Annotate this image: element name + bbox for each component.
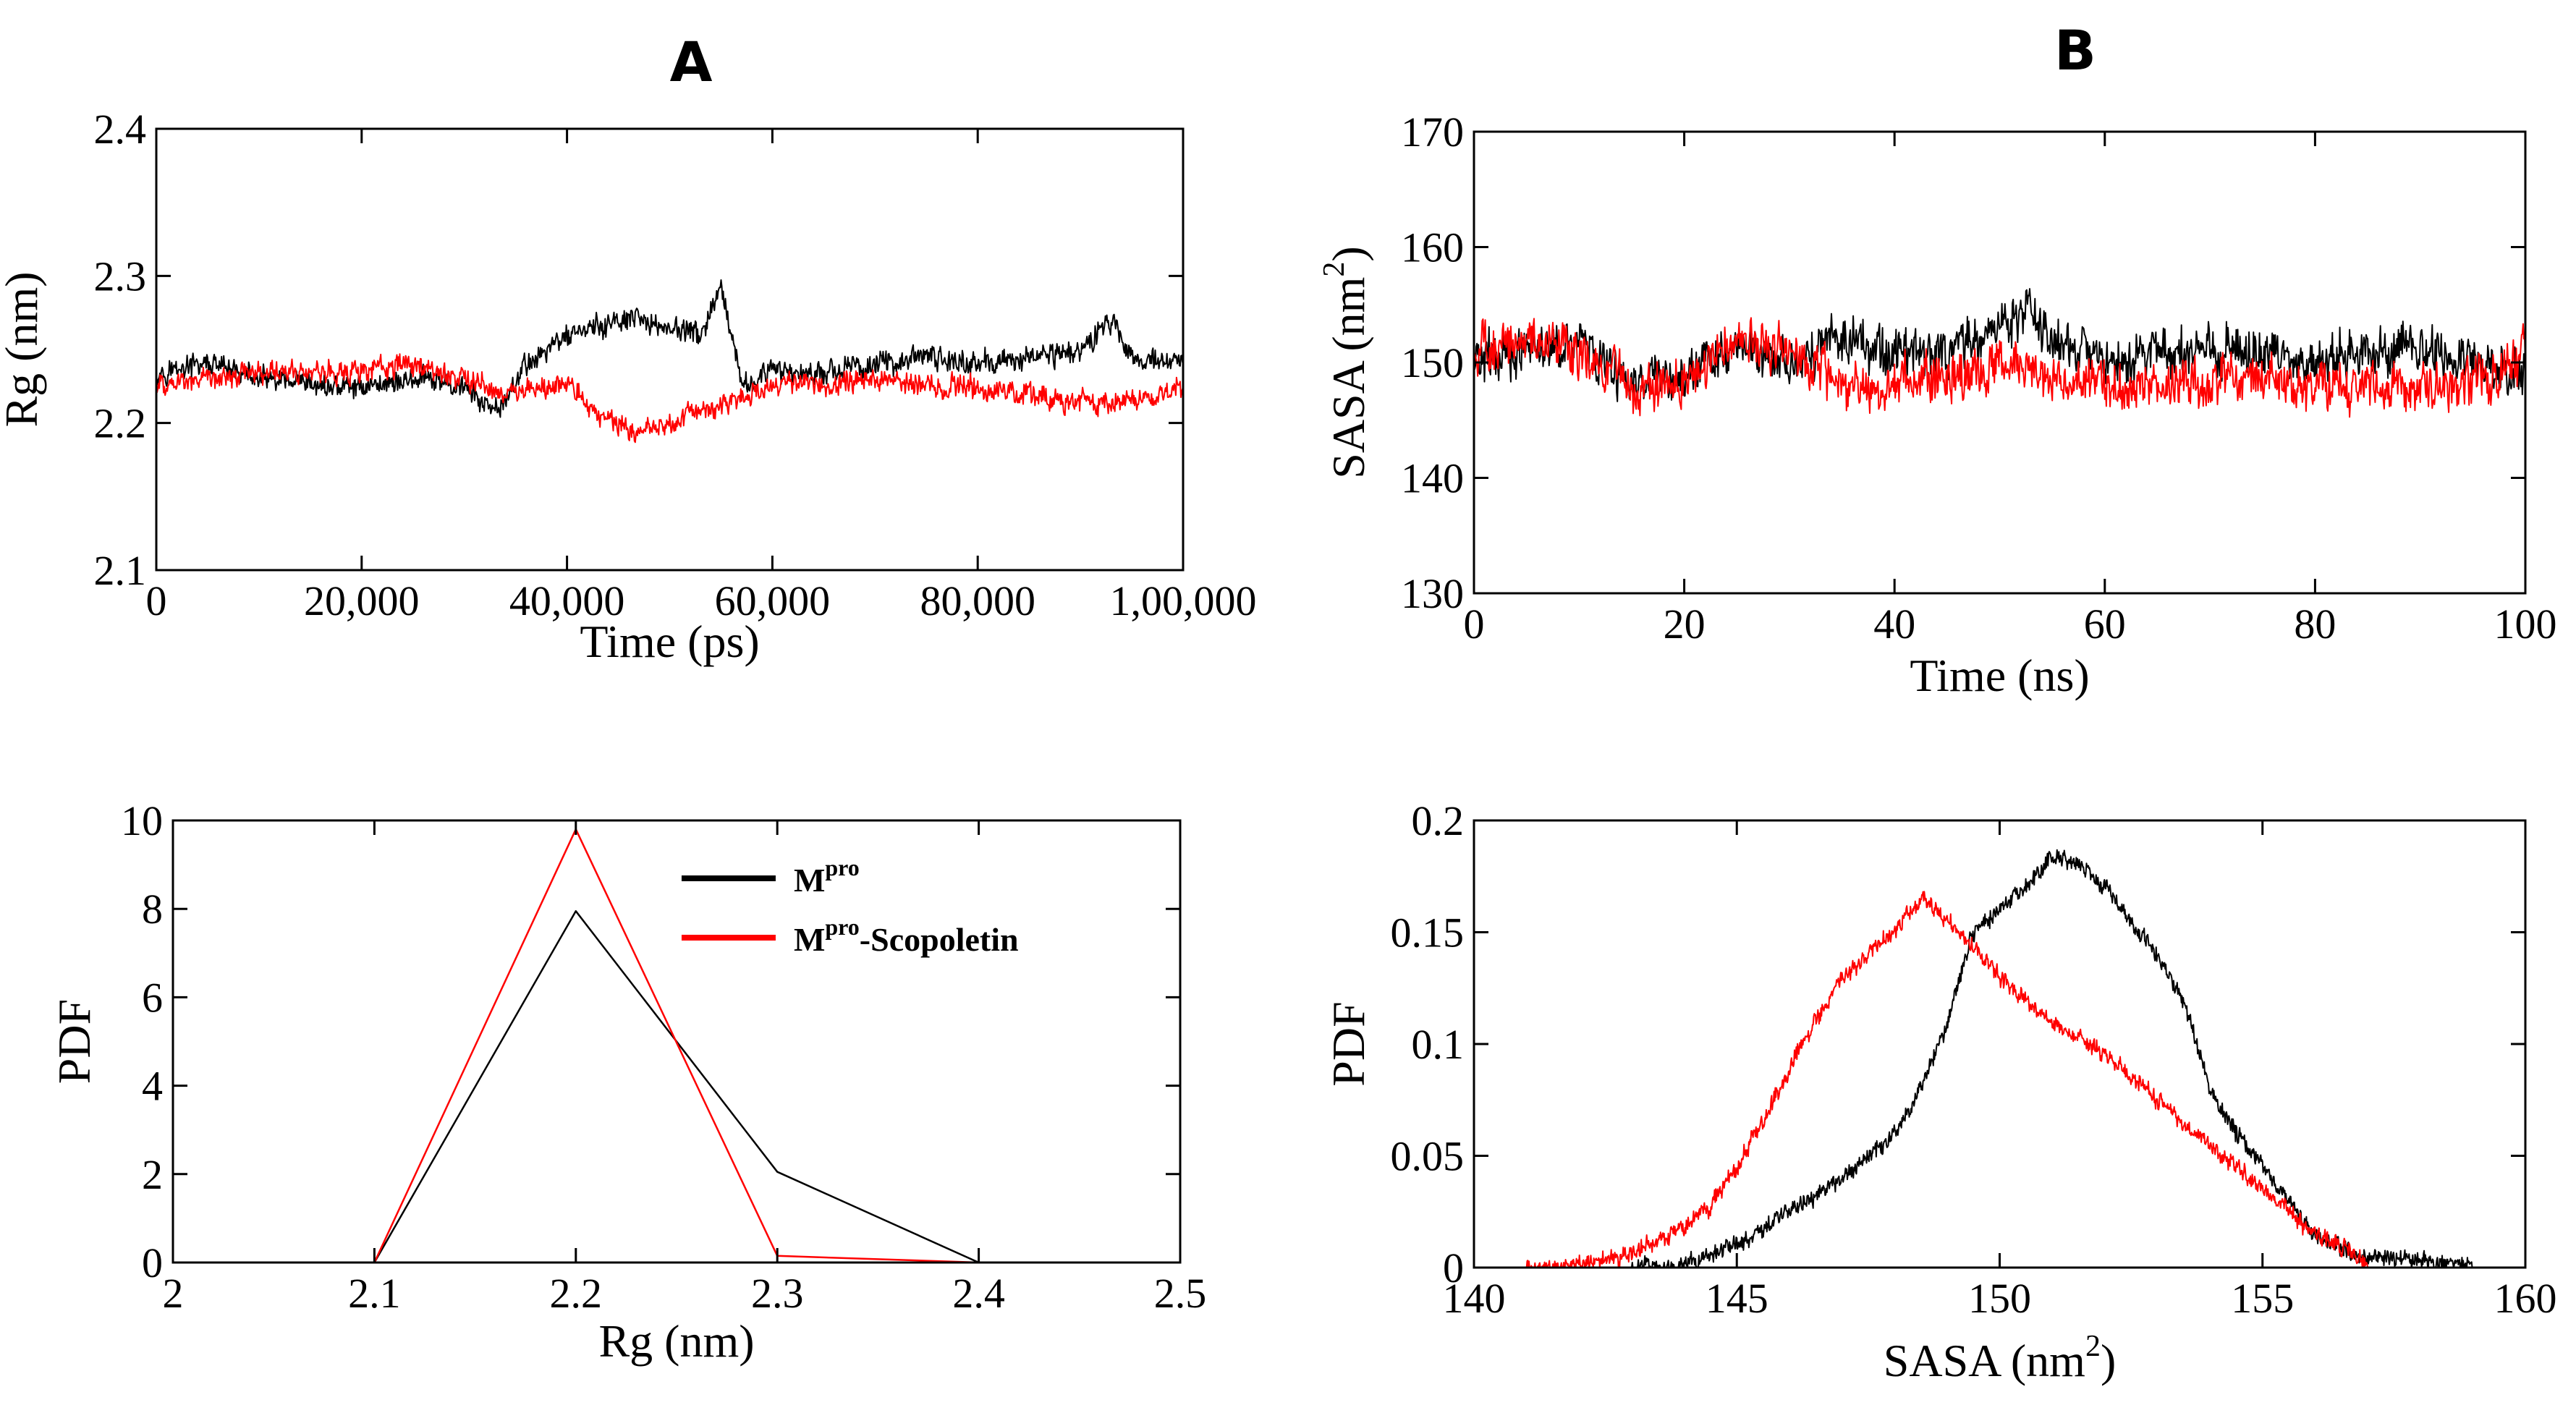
y-tick-label: 0.15 xyxy=(1391,909,1465,956)
y-tick-label: 0.1 xyxy=(1412,1021,1465,1068)
y-tick-label: 2.4 xyxy=(94,106,147,153)
x-tick-label: 0 xyxy=(146,577,167,624)
panel-label-b: B xyxy=(2054,18,2096,82)
x-tick-label: 2.4 xyxy=(952,1270,1005,1317)
series-line-mpro xyxy=(1630,849,2473,1268)
y-axis-label: PDF xyxy=(1323,1001,1374,1086)
series-line-mpro-scopoletin xyxy=(1474,317,2525,418)
plot-frame xyxy=(155,127,1185,572)
x-tick-label: 20,000 xyxy=(304,577,420,624)
plot-frame xyxy=(1473,819,2527,1269)
y-tick-label: 2 xyxy=(142,1151,163,1198)
series-line-mpro xyxy=(156,279,1183,418)
chart-sasa_pdf: 140 145 150 155 160 0 0.05 0.1 0.15 0.2 SASA (nm2)… xyxy=(1323,797,2557,1386)
x-tick-label: 0 xyxy=(1464,601,1485,648)
y-tick-label: 2.3 xyxy=(94,253,147,300)
x-tick-label: 2 xyxy=(163,1270,184,1317)
y-tick-label: 2.2 xyxy=(94,400,147,447)
y-tick-label: 130 xyxy=(1401,570,1464,617)
x-tick-label: 100 xyxy=(2494,601,2557,648)
y-tick-label: 150 xyxy=(1401,339,1464,386)
x-axis-label: SASA (nm2) xyxy=(1884,1330,2117,1386)
y-tick-label: 0 xyxy=(142,1239,163,1286)
y-tick-label: 6 xyxy=(142,974,163,1021)
legend: Mpro Mpro-Scopoletin xyxy=(681,854,1019,958)
series-line-mpro-scopoletin xyxy=(156,353,1183,444)
x-tick-label: 145 xyxy=(1706,1275,1768,1322)
y-tick-label: 0 xyxy=(1443,1244,1464,1291)
y-tick-label: 10 xyxy=(121,797,163,844)
x-axis-label: Time (ps) xyxy=(580,616,759,667)
chart-sasa_time: 0 20 40 60 80 100 130 140 150 160 170 Time (ns) SASA… xyxy=(1318,109,2557,701)
x-tick-label: 155 xyxy=(2231,1275,2294,1322)
x-tick-label: 140 xyxy=(1443,1275,1506,1322)
x-tick-label: 80 xyxy=(2294,601,2336,648)
y-tick-label: 2.1 xyxy=(94,547,147,594)
legend-entry-label: Mpro xyxy=(794,854,860,899)
plot-frame xyxy=(171,819,1182,1264)
x-tick-label: 40,000 xyxy=(509,577,625,624)
y-tick-label: 170 xyxy=(1401,109,1464,156)
y-tick-label: 160 xyxy=(1401,224,1464,271)
x-tick-label: 150 xyxy=(1968,1275,2031,1322)
x-tick-label: 40 xyxy=(1873,601,1915,648)
legend-entry-label: Mpro-Scopoletin xyxy=(794,914,1019,958)
y-tick-label: 140 xyxy=(1401,455,1464,502)
y-tick-label: 4 xyxy=(142,1063,163,1110)
x-tick-label: 2.5 xyxy=(1154,1270,1207,1317)
y-tick-label: 0.2 xyxy=(1412,797,1465,844)
x-tick-label: 2.1 xyxy=(348,1270,401,1317)
panel-label-a: A xyxy=(670,30,713,94)
y-axis-label: SASA (nm2) xyxy=(1318,246,1374,479)
x-tick-label: 160 xyxy=(2494,1275,2557,1322)
series-line-mpro-scopoletin xyxy=(1525,891,2369,1268)
y-tick-label: 8 xyxy=(142,886,163,933)
x-tick-label: 2.3 xyxy=(751,1270,804,1317)
series-line-mpro-scopoletin xyxy=(373,828,979,1263)
x-axis-label: Rg (nm) xyxy=(598,1315,754,1367)
y-tick-label: 0.05 xyxy=(1391,1133,1465,1180)
x-tick-label: 80,000 xyxy=(920,577,1035,624)
x-tick-label: 1,00,000 xyxy=(1110,577,1257,624)
x-tick-label: 2.2 xyxy=(550,1270,603,1317)
y-axis-label: Rg (nm) xyxy=(0,271,47,427)
charts-container: 0 20,000 40,000 60,000 80,000 1,00,000 2.1 2.2 2… xyxy=(0,106,2557,1386)
series-line-mpro xyxy=(373,910,980,1263)
x-axis-label: Time (ns) xyxy=(1910,650,2089,701)
x-tick-label: 60,000 xyxy=(715,577,831,624)
x-tick-label: 60 xyxy=(2084,601,2126,648)
x-tick-label: 20 xyxy=(1664,601,1706,648)
chart-rg_time: 0 20,000 40,000 60,000 80,000 1,00,000 2.1 2.2 2… xyxy=(0,106,1257,667)
y-axis-label: PDF xyxy=(48,999,100,1084)
